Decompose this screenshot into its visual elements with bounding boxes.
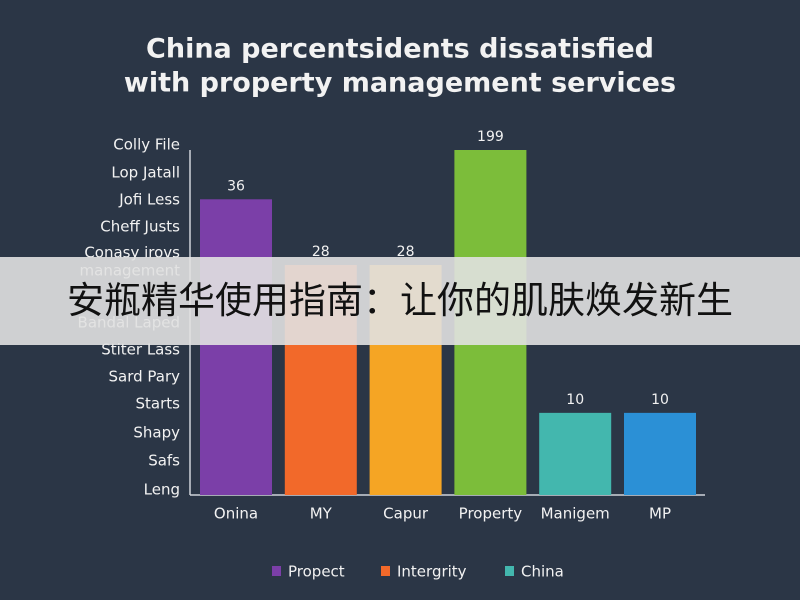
bar <box>200 199 272 495</box>
value-label: 199 <box>477 129 504 145</box>
y-label: Jofi Less <box>118 191 180 209</box>
y-label: Colly File <box>113 136 180 154</box>
legend-label: Propect <box>288 563 345 581</box>
value-label: 36 <box>227 178 245 194</box>
chart-title: with property management services <box>124 68 676 99</box>
legend-label: China <box>521 563 564 581</box>
legend-swatch <box>505 566 514 576</box>
y-label: Stiter Lass <box>101 341 180 359</box>
x-tick-label: Capur <box>383 505 429 523</box>
bar <box>624 412 696 495</box>
y-label: Shapy <box>133 424 180 442</box>
banner: 安瓶精华使用指南：让你的肌肤焕发新生 <box>0 257 800 345</box>
x-tick-label: Property <box>459 505 523 523</box>
x-tick-label: MY <box>310 505 333 523</box>
legend-swatch <box>272 566 281 576</box>
y-label: Lop Jatall <box>111 164 180 182</box>
legend-label: Intergrity <box>397 563 467 581</box>
y-label: Safs <box>148 452 180 470</box>
y-label: Cheff Justs <box>100 218 180 236</box>
bar <box>539 412 612 495</box>
value-label: 10 <box>566 392 584 408</box>
legend-swatch <box>381 566 390 576</box>
x-tick-label: Onina <box>214 505 258 523</box>
value-label: 28 <box>312 244 330 260</box>
x-tick-label: MP <box>649 505 671 523</box>
value-label: 28 <box>397 244 415 260</box>
value-label: 10 <box>651 392 669 408</box>
y-label: Starts <box>136 395 181 413</box>
chart-title: China percentsidents dissatisfied <box>146 34 654 65</box>
y-label: Sard Pary <box>108 368 180 386</box>
y-label: Leng <box>144 481 180 499</box>
x-tick-label: Manigem <box>541 505 610 523</box>
